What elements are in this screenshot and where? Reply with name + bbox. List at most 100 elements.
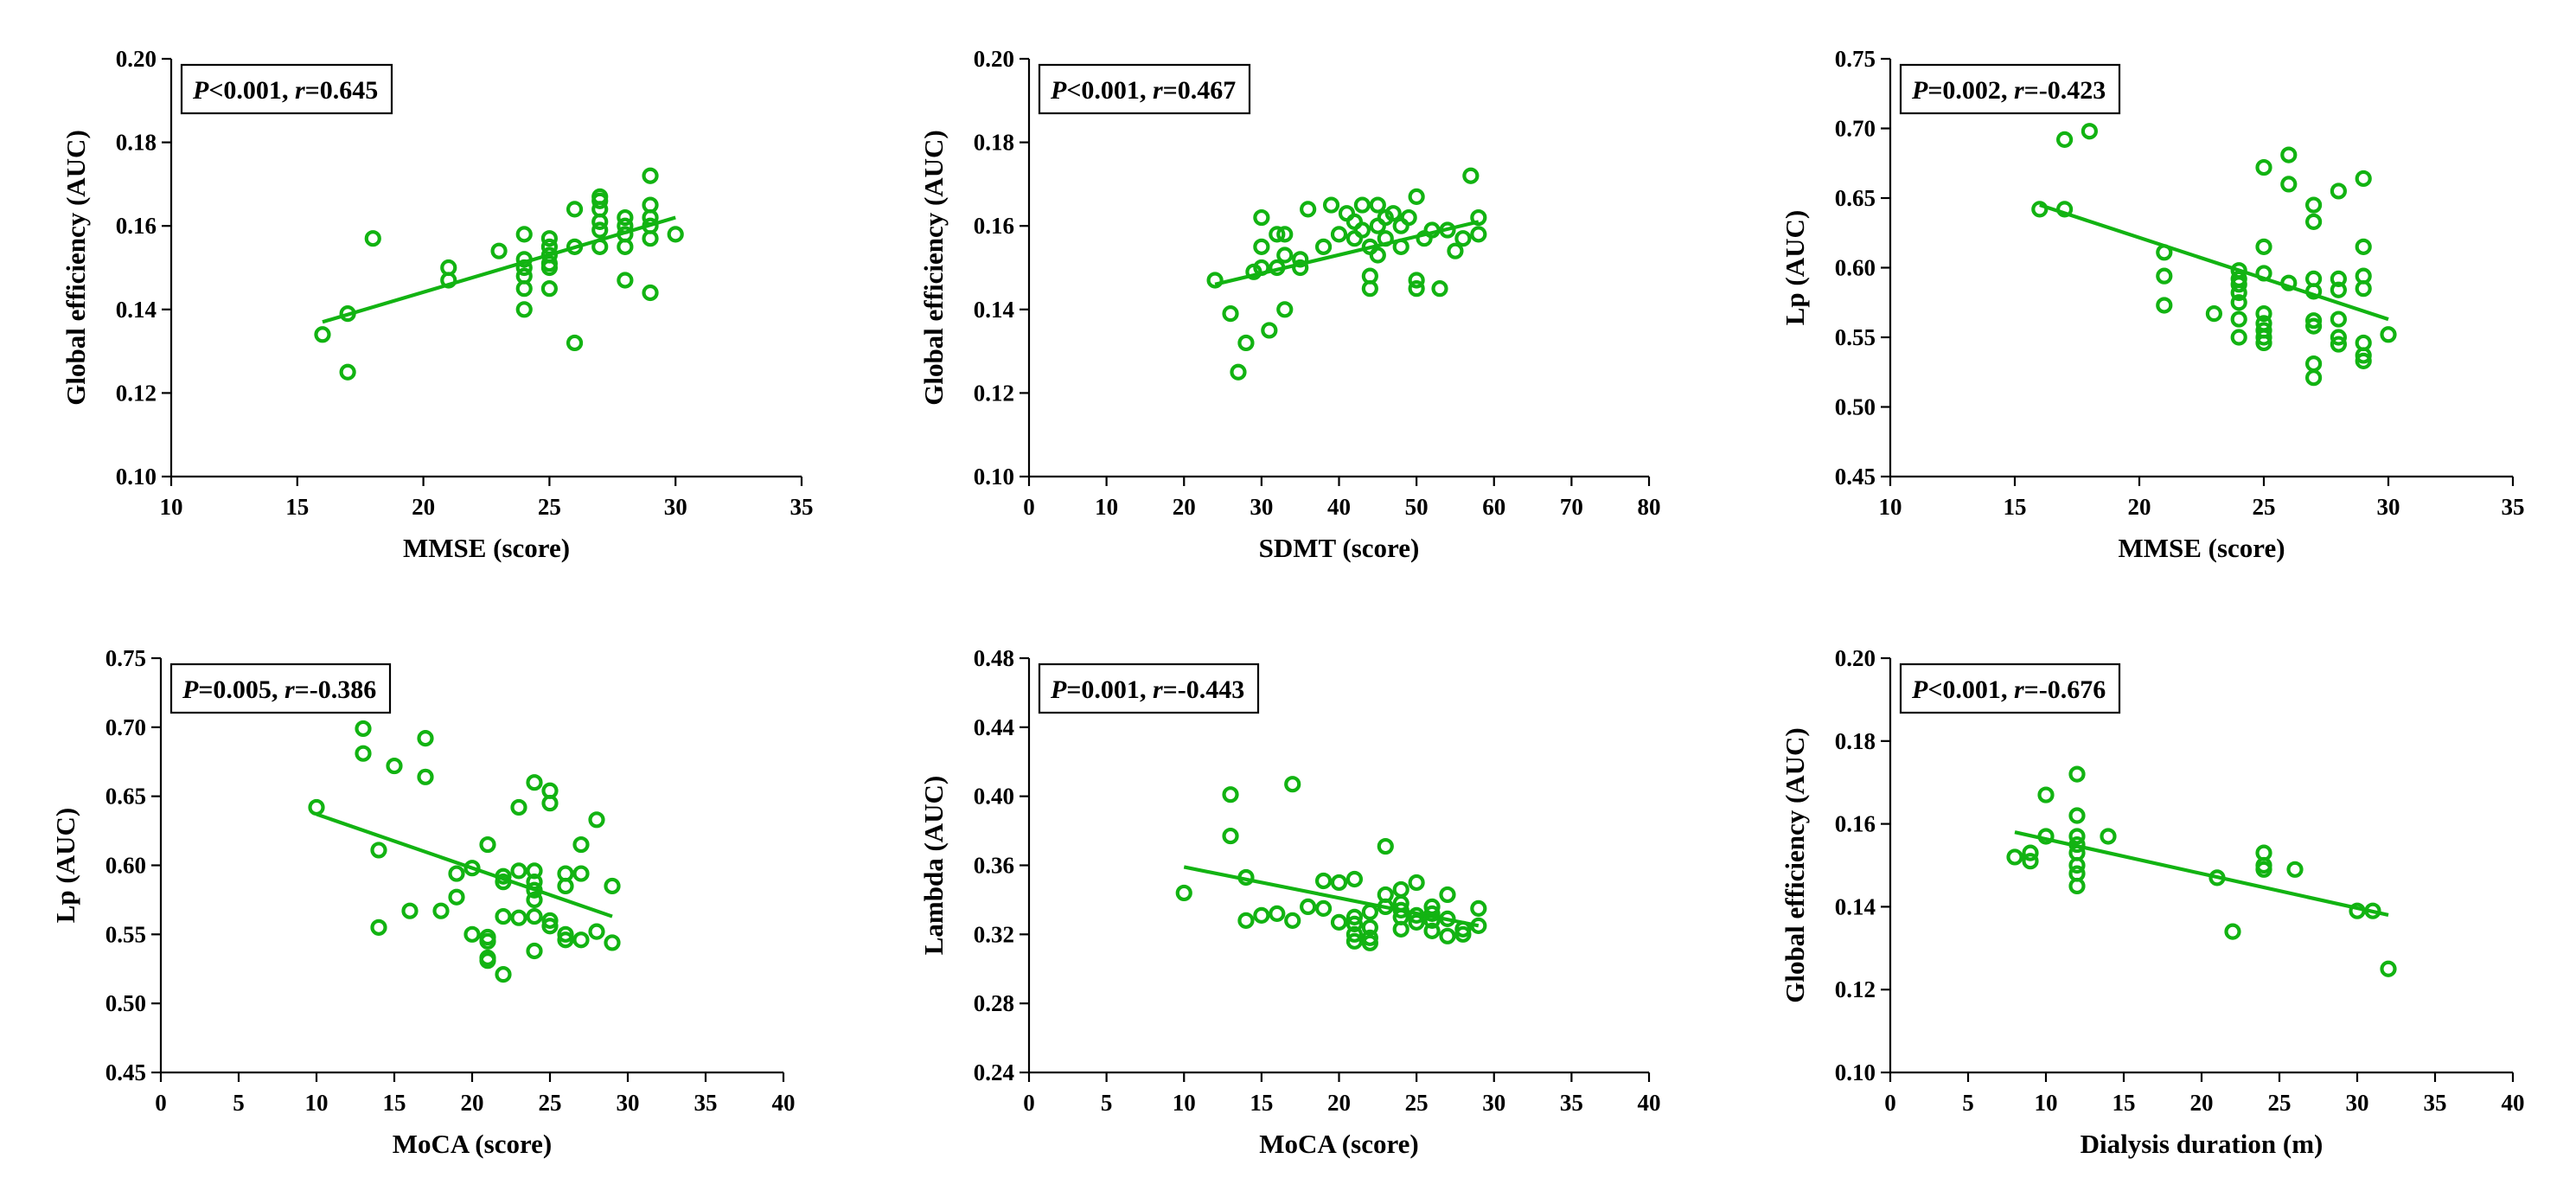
data-point xyxy=(2255,238,2272,255)
data-point xyxy=(1253,259,1270,277)
data-point xyxy=(495,867,512,885)
data-point xyxy=(617,238,634,255)
stat-p-value: <0.001 xyxy=(208,76,282,105)
data-point xyxy=(572,865,590,882)
stat-annotation: P<0.001, r=0.467 xyxy=(1038,63,1251,115)
stat-p-value: =0.005 xyxy=(198,675,272,704)
data-point xyxy=(1361,903,1378,920)
data-point xyxy=(448,888,465,906)
stat-p-label: P xyxy=(1911,675,1928,704)
stat-box xyxy=(1899,663,2121,714)
data-point xyxy=(510,862,527,880)
x-tick-label: 20 xyxy=(1173,494,1196,520)
data-point xyxy=(1253,238,1270,255)
stat-annotation: P=0.002, r=-0.423 xyxy=(1899,63,2121,115)
y-tick-label: 0.40 xyxy=(974,784,1014,810)
stat-p-label: P xyxy=(192,76,209,105)
data-point xyxy=(2068,828,2086,845)
data-point xyxy=(1439,910,1456,927)
data-point xyxy=(557,931,574,949)
data-point xyxy=(541,912,559,929)
data-point xyxy=(2355,347,2372,364)
stat-box xyxy=(1899,63,2121,115)
stat-p-label: P xyxy=(1911,76,1928,105)
y-tick-label: 0.20 xyxy=(1835,645,1876,671)
data-point xyxy=(2081,123,2098,140)
x-tick-label: 10 xyxy=(160,494,183,520)
data-point xyxy=(515,280,533,298)
data-point xyxy=(2230,276,2247,293)
x-tick-label: 25 xyxy=(2268,1090,2292,1116)
data-point xyxy=(515,226,533,243)
stat-p-label: P xyxy=(1050,76,1067,105)
data-point xyxy=(2006,848,2023,866)
data-point xyxy=(1346,908,1364,925)
data-point xyxy=(2037,786,2055,803)
data-point xyxy=(591,192,609,209)
scatter-panel-sdmt-ge: 0.10 0.12 0.14 0.16 0.18 0.20 0 10 20 30 40 50 60 70 8… xyxy=(918,46,1661,563)
data-point xyxy=(355,720,372,738)
stat-text: P<0.001, r=-0.676 xyxy=(1911,675,2106,704)
x-tick-label: 25 xyxy=(539,1090,562,1116)
data-point xyxy=(557,925,574,943)
data-point xyxy=(566,238,584,255)
data-point xyxy=(1269,226,1286,243)
data-point xyxy=(2330,182,2347,200)
stat-separator: , xyxy=(282,76,295,105)
data-point xyxy=(1462,167,1480,184)
data-point xyxy=(1284,912,1301,929)
y-tick-label: 0.20 xyxy=(974,46,1014,72)
data-point xyxy=(1269,905,1286,922)
x-tick-label: 35 xyxy=(2502,494,2525,520)
x-tick-label: 20 xyxy=(461,1090,484,1116)
stat-separator: , xyxy=(272,675,284,704)
data-point xyxy=(588,923,605,940)
data-point xyxy=(591,221,609,239)
stat-r-value: =0.467 xyxy=(1163,76,1237,105)
data-point xyxy=(401,902,419,919)
data-point xyxy=(1269,259,1286,277)
data-point xyxy=(440,272,457,289)
y-tick-label: 0.70 xyxy=(105,714,146,740)
data-point xyxy=(417,730,434,747)
y-axis-title: Lp (AUC) xyxy=(1780,210,1810,325)
data-point xyxy=(1423,912,1441,929)
stat-annotation: P<0.001, r=0.645 xyxy=(180,63,393,115)
stat-r-label: r xyxy=(1153,76,1163,105)
data-point xyxy=(2230,284,2247,302)
data-point xyxy=(2255,158,2272,176)
y-tick-label: 0.18 xyxy=(1835,728,1876,754)
data-point xyxy=(1408,280,1425,298)
y-tick-label: 0.12 xyxy=(1835,976,1876,1002)
x-tick-label: 35 xyxy=(694,1090,718,1116)
x-tick-label: 40 xyxy=(1327,494,1351,520)
data-point xyxy=(617,217,634,234)
y-tick-label: 0.65 xyxy=(1835,185,1876,211)
x-tick-label: 40 xyxy=(772,1090,796,1116)
data-point xyxy=(479,952,496,970)
data-point xyxy=(479,835,496,854)
data-point xyxy=(308,798,325,816)
data-point xyxy=(1361,280,1378,298)
data-point xyxy=(1454,925,1472,943)
data-point xyxy=(1431,280,1448,298)
data-point xyxy=(604,877,621,895)
data-point xyxy=(463,860,481,877)
data-point xyxy=(2286,861,2304,878)
data-point xyxy=(1408,272,1425,289)
stat-p-value: =0.001 xyxy=(1066,675,1140,704)
x-tick-label: 15 xyxy=(285,494,309,520)
stat-r-label: r xyxy=(284,675,295,704)
y-tick-label: 0.10 xyxy=(116,464,157,490)
data-point xyxy=(2255,861,2272,878)
regression-line xyxy=(1183,865,1480,928)
data-point xyxy=(2330,270,2347,287)
x-tick-label: 0 xyxy=(1023,1090,1035,1116)
data-point xyxy=(540,238,559,255)
data-point xyxy=(510,798,527,816)
scatter-panel-moca-lambda: 0.24 0.28 0.32 0.36 0.40 0.44 0.48 0 5 10 15 20 25 30… xyxy=(918,645,1661,1159)
data-point xyxy=(591,213,609,230)
stat-r-value: =0.645 xyxy=(305,76,379,105)
data-point xyxy=(2255,334,2272,352)
stat-box xyxy=(169,663,392,714)
